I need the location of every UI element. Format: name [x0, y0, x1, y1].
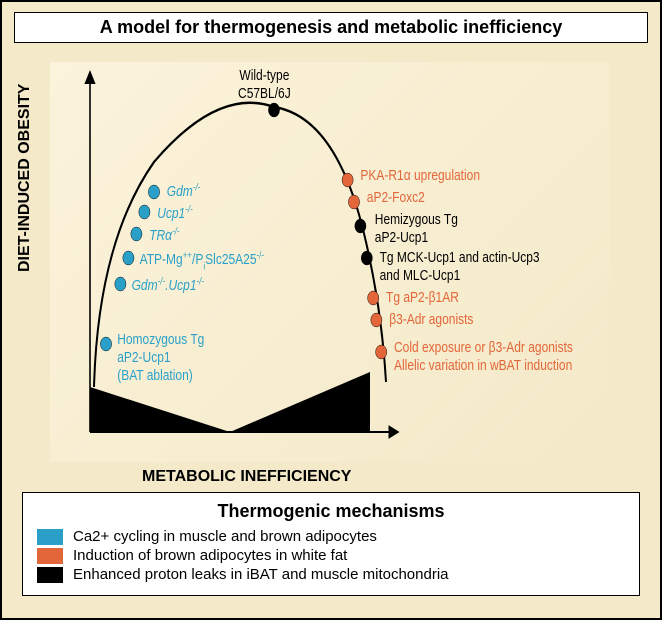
svg-text:and MLC-Ucp1: and MLC-Ucp1	[380, 267, 461, 284]
legend-row: Enhanced proton leaks in iBAT and muscle…	[37, 566, 625, 583]
svg-text:β3-Adr agonists: β3-Adr agonists	[389, 311, 473, 328]
svg-text:PKA-R1α upregulation: PKA-R1α upregulation	[360, 167, 480, 184]
figure-container: A model for thermogenesis and metabolic …	[0, 0, 662, 620]
legend-row: Induction of brown adipocytes in white f…	[37, 547, 625, 564]
svg-text:Tg aP2-β1AR: Tg aP2-β1AR	[386, 289, 459, 306]
svg-text:aP2-Foxc2: aP2-Foxc2	[367, 189, 425, 206]
legend-text: Induction of brown adipocytes in white f…	[73, 547, 347, 564]
legend-title: Thermogenic mechanisms	[37, 501, 625, 522]
svg-text:Homozygous Tg: Homozygous Tg	[117, 331, 204, 348]
legend-swatch	[37, 567, 63, 583]
legend-text: Ca2+ cycling in muscle and brown adipocy…	[73, 528, 377, 545]
legend-swatch	[37, 529, 63, 545]
svg-text:Allelic variation in wBAT indu: Allelic variation in wBAT induction	[394, 357, 572, 374]
svg-text:Hemizygous Tg: Hemizygous Tg	[375, 211, 458, 228]
x-axis-label: METABOLIC INEFFICIENCY	[142, 468, 351, 486]
svg-text:Tg MCK-Ucp1 and actin-Ucp3: Tg MCK-Ucp1 and actin-Ucp3	[380, 249, 540, 266]
svg-text:(BAT ablation): (BAT ablation)	[117, 367, 193, 384]
legend-box: Thermogenic mechanisms Ca2+ cycling in m…	[22, 492, 640, 596]
legend-swatch	[37, 548, 63, 564]
svg-text:Wild-type: Wild-type	[239, 67, 289, 84]
y-axis-label: DIET-INDUCED OBESITY	[16, 84, 34, 272]
plot-svg: Wild-typeC57BL/6J Gdm-/- Ucp1-/- TRα-/- ATP-…	[50, 62, 610, 462]
legend-text: Enhanced proton leaks in iBAT and muscle…	[73, 566, 449, 583]
plot-area: Wild-typeC57BL/6J Gdm-/- Ucp1-/- TRα-/- ATP-…	[50, 62, 610, 462]
figure-title: A model for thermogenesis and metabolic …	[14, 12, 648, 43]
legend-items: Ca2+ cycling in muscle and brown adipocy…	[37, 528, 625, 583]
svg-text:Cold exposure or β3-Adr agonis: Cold exposure or β3-Adr agonists	[394, 339, 573, 356]
svg-text:aP2-Ucp1: aP2-Ucp1	[117, 349, 170, 366]
legend-row: Ca2+ cycling in muscle and brown adipocy…	[37, 528, 625, 545]
svg-text:TRα-/-: TRα-/-	[149, 226, 179, 244]
svg-text:Gdm-/-: Gdm-/-	[167, 182, 201, 200]
svg-text:Ucp1-/-: Ucp1-/-	[157, 204, 193, 222]
svg-text:Gdm-/-.Ucp1-/-: Gdm-/-.Ucp1-/-	[132, 276, 204, 294]
svg-text:ATP-Mg++/PiSlc25A25-/-: ATP-Mg++/PiSlc25A25-/-	[140, 250, 264, 272]
svg-text:C57BL/6J: C57BL/6J	[238, 85, 291, 102]
svg-text:aP2-Ucp1: aP2-Ucp1	[375, 229, 428, 246]
